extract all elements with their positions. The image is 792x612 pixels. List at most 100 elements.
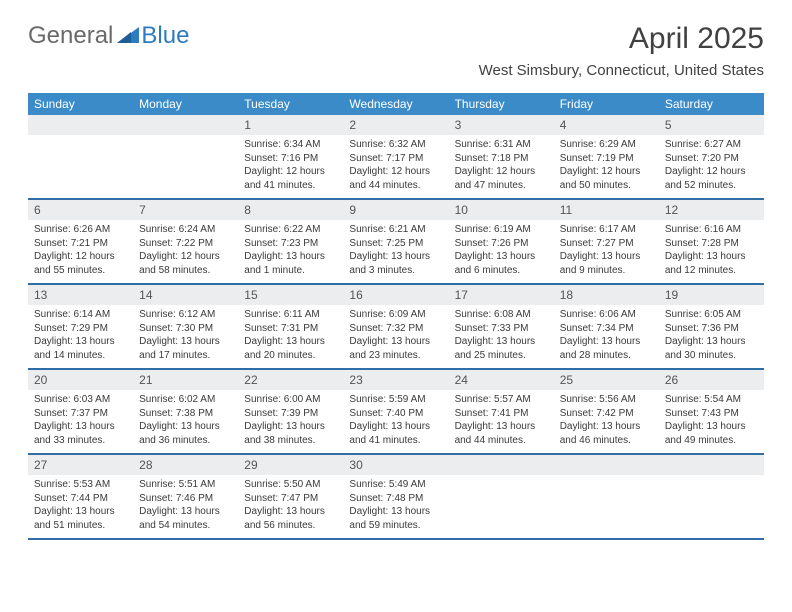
detail-line: Daylight: 13 hours <box>34 335 127 349</box>
detail-line: Sunrise: 6:32 AM <box>349 138 442 152</box>
daynum-row: 6789101112 <box>28 200 764 220</box>
detail-line: Daylight: 13 hours <box>139 505 232 519</box>
daynum-cell: 6 <box>28 200 133 220</box>
detail-line: Sunrise: 6:27 AM <box>665 138 758 152</box>
detail-cell: Sunrise: 6:22 AMSunset: 7:23 PMDaylight:… <box>238 220 343 283</box>
detail-line: and 47 minutes. <box>455 179 548 193</box>
detail-line: Sunrise: 5:53 AM <box>34 478 127 492</box>
detail-cell: Sunrise: 6:27 AMSunset: 7:20 PMDaylight:… <box>659 135 764 198</box>
detail-cell: Sunrise: 6:29 AMSunset: 7:19 PMDaylight:… <box>554 135 659 198</box>
detail-cell: Sunrise: 6:03 AMSunset: 7:37 PMDaylight:… <box>28 390 133 453</box>
detail-line: Daylight: 13 hours <box>560 420 653 434</box>
detail-line: and 38 minutes. <box>244 434 337 448</box>
detail-line: and 33 minutes. <box>34 434 127 448</box>
dow-cell: Saturday <box>659 93 764 115</box>
daynum-cell: 16 <box>343 285 448 305</box>
detail-line: Sunset: 7:41 PM <box>455 407 548 421</box>
day-of-week-header: SundayMondayTuesdayWednesdayThursdayFrid… <box>28 93 764 115</box>
detail-line: Sunset: 7:47 PM <box>244 492 337 506</box>
daynum-cell: 2 <box>343 115 448 135</box>
detail-line: and 1 minute. <box>244 264 337 278</box>
daynum-cell: 19 <box>659 285 764 305</box>
detail-cell <box>28 135 133 198</box>
detail-cell: Sunrise: 6:31 AMSunset: 7:18 PMDaylight:… <box>449 135 554 198</box>
detail-cell <box>554 475 659 538</box>
detail-line: Sunrise: 6:03 AM <box>34 393 127 407</box>
detail-line: and 51 minutes. <box>34 519 127 533</box>
detail-line: Daylight: 13 hours <box>244 335 337 349</box>
daynum-cell: 28 <box>133 455 238 475</box>
detail-line: Sunset: 7:42 PM <box>560 407 653 421</box>
logo-triangle-icon <box>117 22 139 50</box>
daynum-cell: 17 <box>449 285 554 305</box>
detail-cell: Sunrise: 6:14 AMSunset: 7:29 PMDaylight:… <box>28 305 133 368</box>
detail-line: Sunset: 7:44 PM <box>34 492 127 506</box>
detail-line: Daylight: 13 hours <box>665 250 758 264</box>
detail-line: Sunrise: 6:21 AM <box>349 223 442 237</box>
detail-line: Sunrise: 5:54 AM <box>665 393 758 407</box>
detail-line: and 44 minutes. <box>349 179 442 193</box>
detail-line: Daylight: 12 hours <box>139 250 232 264</box>
daynum-cell: 23 <box>343 370 448 390</box>
detail-line: Sunset: 7:30 PM <box>139 322 232 336</box>
detail-line: Sunset: 7:43 PM <box>665 407 758 421</box>
detail-line: and 28 minutes. <box>560 349 653 363</box>
detail-line: Sunset: 7:32 PM <box>349 322 442 336</box>
detail-line: and 23 minutes. <box>349 349 442 363</box>
daynum-cell: 20 <box>28 370 133 390</box>
detail-line: Sunrise: 5:50 AM <box>244 478 337 492</box>
detail-line: Sunrise: 6:26 AM <box>34 223 127 237</box>
daynum-cell: 13 <box>28 285 133 305</box>
week-separator <box>28 538 764 540</box>
detail-cell: Sunrise: 5:54 AMSunset: 7:43 PMDaylight:… <box>659 390 764 453</box>
detail-line: Sunrise: 6:16 AM <box>665 223 758 237</box>
detail-line: Sunset: 7:34 PM <box>560 322 653 336</box>
detail-line: Sunset: 7:22 PM <box>139 237 232 251</box>
detail-line: Sunset: 7:33 PM <box>455 322 548 336</box>
daynum-cell <box>28 115 133 135</box>
detail-line: Sunset: 7:20 PM <box>665 152 758 166</box>
detail-line: Sunrise: 6:29 AM <box>560 138 653 152</box>
detail-line: Sunset: 7:23 PM <box>244 237 337 251</box>
detail-line: Sunset: 7:29 PM <box>34 322 127 336</box>
detail-line: Sunset: 7:28 PM <box>665 237 758 251</box>
daynum-cell: 3 <box>449 115 554 135</box>
daynum-row: 12345 <box>28 115 764 135</box>
detail-line: and 14 minutes. <box>34 349 127 363</box>
detail-line: Sunrise: 5:51 AM <box>139 478 232 492</box>
detail-line: Daylight: 13 hours <box>349 250 442 264</box>
detail-cell: Sunrise: 6:24 AMSunset: 7:22 PMDaylight:… <box>133 220 238 283</box>
detail-cell: Sunrise: 5:57 AMSunset: 7:41 PMDaylight:… <box>449 390 554 453</box>
detail-line: Daylight: 13 hours <box>34 420 127 434</box>
detail-line: and 17 minutes. <box>139 349 232 363</box>
detail-line: Daylight: 13 hours <box>349 420 442 434</box>
detail-line: Sunrise: 6:11 AM <box>244 308 337 322</box>
daynum-cell: 12 <box>659 200 764 220</box>
detail-line: Sunset: 7:16 PM <box>244 152 337 166</box>
detail-cell: Sunrise: 5:49 AMSunset: 7:48 PMDaylight:… <box>343 475 448 538</box>
detail-line: and 20 minutes. <box>244 349 337 363</box>
detail-line: and 50 minutes. <box>560 179 653 193</box>
detail-line: Daylight: 13 hours <box>455 250 548 264</box>
detail-line: Daylight: 12 hours <box>34 250 127 264</box>
calendar: SundayMondayTuesdayWednesdayThursdayFrid… <box>28 93 764 540</box>
detail-cell: Sunrise: 6:34 AMSunset: 7:16 PMDaylight:… <box>238 135 343 198</box>
dow-cell: Tuesday <box>238 93 343 115</box>
detail-cell: Sunrise: 6:16 AMSunset: 7:28 PMDaylight:… <box>659 220 764 283</box>
detail-line: Sunrise: 6:05 AM <box>665 308 758 322</box>
detail-cell <box>659 475 764 538</box>
daynum-cell: 4 <box>554 115 659 135</box>
logo-text-general: General <box>28 22 113 50</box>
detail-cell <box>449 475 554 538</box>
detail-line: Daylight: 13 hours <box>349 335 442 349</box>
daynum-cell: 7 <box>133 200 238 220</box>
detail-line: Daylight: 13 hours <box>665 335 758 349</box>
detail-line: and 55 minutes. <box>34 264 127 278</box>
detail-cell: Sunrise: 6:11 AMSunset: 7:31 PMDaylight:… <box>238 305 343 368</box>
daynum-cell: 24 <box>449 370 554 390</box>
detail-line: Daylight: 13 hours <box>455 420 548 434</box>
detail-line: and 54 minutes. <box>139 519 232 533</box>
detail-cell: Sunrise: 5:53 AMSunset: 7:44 PMDaylight:… <box>28 475 133 538</box>
detail-cell: Sunrise: 6:26 AMSunset: 7:21 PMDaylight:… <box>28 220 133 283</box>
detail-cell: Sunrise: 6:09 AMSunset: 7:32 PMDaylight:… <box>343 305 448 368</box>
